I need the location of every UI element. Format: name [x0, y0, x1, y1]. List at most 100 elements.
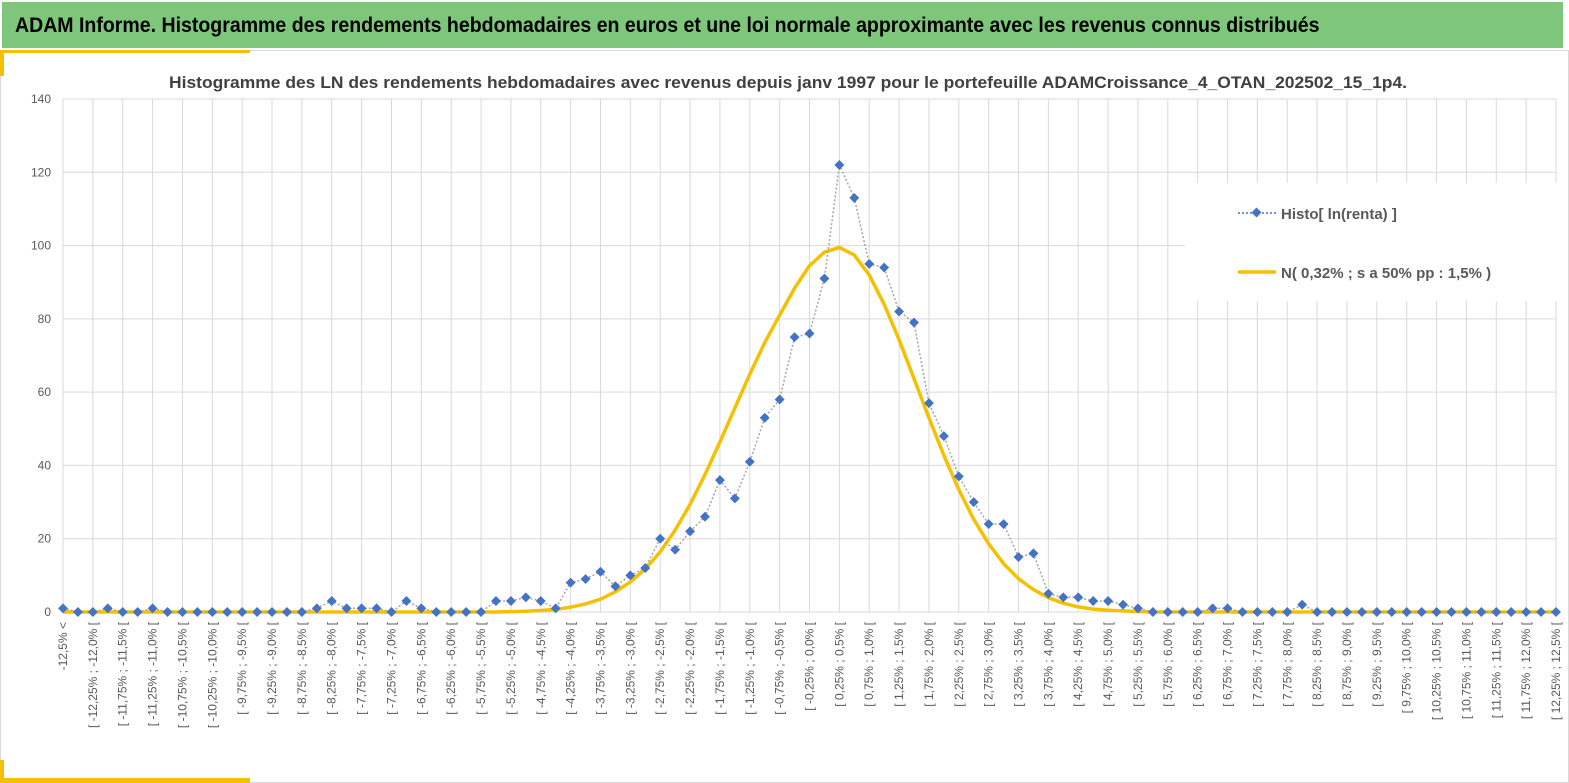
histogram-point	[1356, 607, 1367, 617]
histogram-point	[1521, 607, 1532, 617]
histogram-point	[132, 607, 143, 617]
y-tick-label: 100	[31, 239, 51, 253]
x-tick-label: [ -1,75% ; -1,5% [	[713, 621, 727, 714]
x-tick-label: [ -0,25% ; 0,0% [	[803, 621, 817, 710]
normal-curve-line	[63, 245, 1556, 614]
x-tick-label: [ -11,25% ; -11,0% [	[146, 621, 160, 726]
x-tick-label: [ -0,75% ; -0,5% [	[773, 621, 787, 714]
x-tick-label: [ 8,75% ; 9,0% [	[1340, 621, 1354, 706]
histogram-point	[476, 607, 486, 617]
histogram-point	[177, 607, 188, 617]
x-tick-label: [ -3,75% ; -3,5% [	[593, 621, 607, 714]
histogram-point	[640, 563, 651, 573]
x-tick-label: [ 2,25% ; 2,5% [	[952, 621, 966, 706]
histogram-point	[685, 526, 696, 537]
histogram-point	[1222, 603, 1233, 614]
histogram-point	[1371, 607, 1382, 617]
series-normal-curve	[63, 245, 1556, 614]
histogram-point	[580, 574, 591, 584]
histogram-point	[386, 607, 397, 617]
histogram-point	[670, 544, 681, 555]
histogram-point	[1312, 607, 1323, 617]
x-tick-label: [ -8,25% ; -8,0% [	[325, 621, 339, 714]
histogram-point	[774, 394, 785, 405]
accent-bar-top	[0, 50, 250, 53]
histogram-point	[535, 596, 546, 606]
y-tick-label: 80	[38, 312, 52, 326]
histogram-point	[267, 607, 277, 617]
histogram-point	[1506, 607, 1517, 617]
histogram-point	[311, 603, 322, 614]
x-tick-label: [ -7,25% ; -7,0% [	[384, 621, 398, 714]
histogram-point	[864, 258, 875, 269]
x-tick-label: [ 4,75% ; 5,0% [	[1101, 621, 1115, 706]
x-tick-label: [ 10,25% ; 10,5% [	[1430, 621, 1444, 720]
histogram-point	[909, 317, 919, 328]
histogram-point	[1267, 607, 1278, 617]
chart-title: Histogramme des LN des rendements hebdom…	[169, 73, 1407, 92]
histogram-point	[72, 607, 83, 617]
histogram-point	[1043, 588, 1054, 599]
histogram-point	[1177, 607, 1188, 617]
histogram-point	[998, 519, 1009, 530]
histogram-point	[744, 456, 755, 467]
histogram-point	[1327, 607, 1337, 617]
x-tick-label: [ 11,75% ; 12,0% [	[1519, 621, 1533, 719]
histogram-point	[1237, 607, 1248, 617]
histogram-point	[87, 607, 98, 617]
histogram-point	[1491, 607, 1502, 617]
x-tick-label: [ -5,25% ; -5,0% [	[504, 621, 518, 714]
histogram-point	[625, 570, 636, 581]
x-tick-label: [ 7,75% ; 8,0% [	[1280, 621, 1294, 706]
histogram-point	[416, 603, 427, 614]
histogram-point	[1431, 607, 1442, 617]
histogram-point	[789, 332, 800, 343]
histogram-point	[1118, 599, 1128, 610]
histogram-point	[953, 471, 964, 482]
x-tick-label: [ -9,75% ; -9,5% [	[235, 621, 249, 714]
report-title: ADAM Informe. Histogramme des rendements…	[15, 14, 1320, 37]
x-axis: -12,5% < [ -12,25% ; -12,0% [[ -11,75% ; …	[56, 621, 1563, 728]
histogram-point	[1386, 607, 1397, 617]
histogram-point	[1476, 607, 1487, 617]
y-tick-label: 40	[38, 458, 52, 472]
histogram-point	[1461, 607, 1472, 617]
legend-histo-marker	[1251, 207, 1262, 218]
histogram-point	[207, 607, 218, 617]
histogram-point	[819, 273, 830, 284]
x-tick-label: [ 3,25% ; 3,5% [	[1012, 621, 1026, 706]
histogram-point	[147, 603, 158, 614]
histogram-point	[1297, 599, 1308, 610]
histogram-point	[282, 607, 292, 617]
x-tick-label: [ -8,75% ; -8,5% [	[295, 621, 309, 714]
histogram-point	[700, 511, 710, 522]
histogram-point	[296, 607, 307, 617]
histogram-point	[461, 607, 472, 617]
y-tick-label: 60	[38, 385, 52, 399]
histogram-point	[834, 160, 845, 170]
x-tick-label: [ 6,25% ; 6,5% [	[1191, 621, 1205, 706]
histogram-point	[1446, 607, 1457, 617]
histogram-point	[1058, 592, 1069, 603]
histogram-point	[117, 607, 128, 617]
histogram-point	[446, 607, 457, 617]
histogram-point	[58, 603, 68, 614]
x-tick-label: [ 5,75% ; 6,0% [	[1161, 621, 1175, 706]
histogram-point	[550, 603, 561, 614]
x-tick-label: [ 7,25% ; 7,5% [	[1250, 621, 1264, 706]
x-tick-label: [ -6,25% ; -6,0% [	[444, 621, 458, 714]
histogram-point	[1028, 548, 1039, 559]
histogram-point	[565, 577, 576, 588]
x-tick-label: [ 3,75% ; 4,0% [	[1041, 621, 1055, 706]
x-tick-label: [ 0,75% ; 1,0% [	[862, 621, 876, 706]
histogram-point	[520, 592, 531, 603]
histogram-point	[1088, 596, 1099, 606]
histogram-point	[431, 607, 442, 617]
x-tick-label: [ 0,25% ; 0,5% [	[832, 621, 846, 706]
report-banner: ADAM Informe. Histogramme des rendements…	[0, 0, 1565, 50]
y-tick-label: 140	[31, 92, 51, 106]
x-tick-label: -12,5% <	[56, 622, 70, 670]
x-tick-label: [ 8,25% ; 8,5% [	[1310, 621, 1324, 706]
x-tick-label: [ -7,75% ; -7,5% [	[355, 621, 369, 714]
